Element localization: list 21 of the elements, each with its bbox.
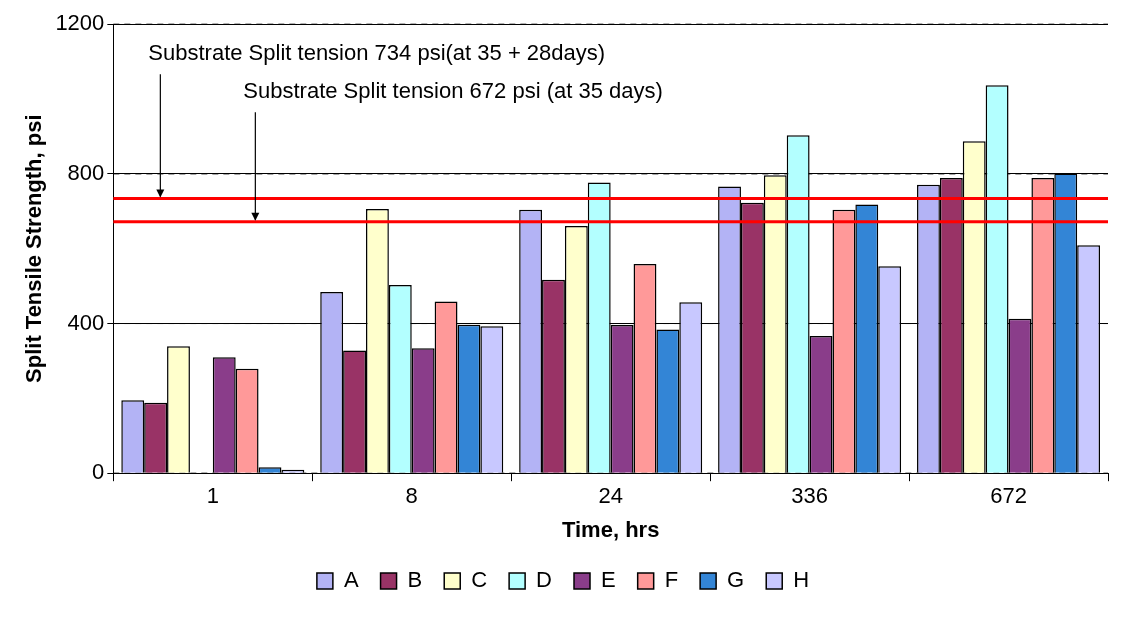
- x-tick-label: 336: [791, 483, 828, 509]
- legend-label: B: [407, 567, 423, 593]
- x-axis-title: Time, hrs: [561, 516, 660, 542]
- legend-label: E: [601, 567, 616, 593]
- ref-line-label: Substrate Split tension 734 psi(at 35 + 28days): [148, 40, 606, 66]
- legend-label: G: [727, 567, 745, 593]
- ref-line-label: Substrate Split tension 672 psi (at 35 days): [243, 78, 663, 104]
- y-tick-label: 1200: [55, 10, 105, 36]
- y-tick-label: 400: [67, 309, 105, 335]
- x-tick-label: 24: [598, 483, 623, 509]
- x-tick-label: 8: [405, 483, 418, 509]
- legend-label: H: [793, 567, 810, 593]
- legend-label: F: [664, 567, 679, 593]
- legend-label: D: [536, 567, 553, 593]
- legend-label: C: [471, 567, 488, 593]
- x-tick-label: 672: [990, 483, 1027, 509]
- y-tick-label: 0: [92, 459, 105, 485]
- legend-label: A: [343, 567, 359, 593]
- y-tick-label: 800: [67, 159, 105, 185]
- y-axis-title: Split Tensile Strength, psi: [21, 114, 47, 383]
- x-tick-label: 1: [206, 483, 219, 509]
